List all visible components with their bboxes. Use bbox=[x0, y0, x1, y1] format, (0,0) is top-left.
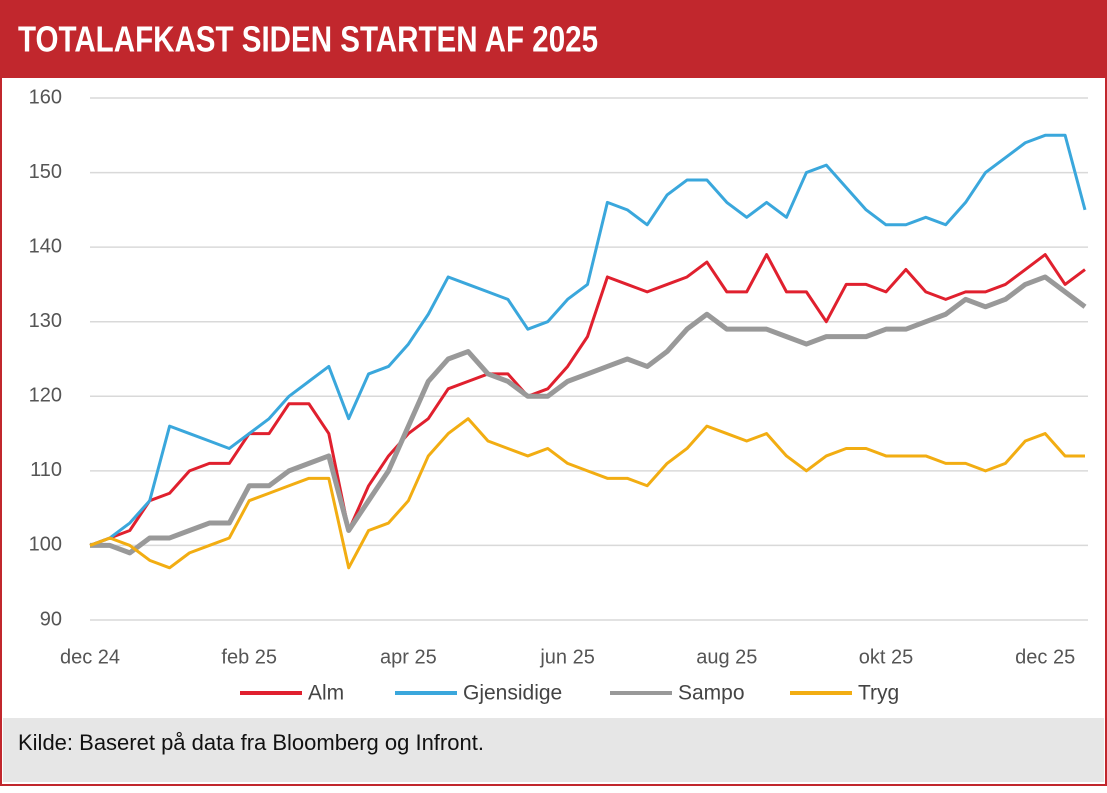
series-line bbox=[89, 253, 1086, 547]
x-tick-label: aug 25 bbox=[696, 646, 757, 668]
series-line bbox=[89, 417, 1085, 570]
x-tick-label: feb 25 bbox=[221, 646, 277, 668]
x-tick-label: okt 25 bbox=[859, 646, 913, 668]
x-tick-label: dec 24 bbox=[60, 646, 120, 668]
y-tick-label: 130 bbox=[29, 310, 62, 332]
series-line bbox=[90, 274, 1087, 556]
y-tick-label: 90 bbox=[40, 608, 62, 630]
chart-title: TOTALAFKAST SIDEN STARTEN AF 2025 bbox=[18, 19, 598, 60]
legend-label: Alm bbox=[308, 682, 344, 705]
y-tick-label: 150 bbox=[29, 161, 62, 183]
header-bar bbox=[1, 1, 1106, 78]
series-line bbox=[89, 133, 1087, 547]
y-tick-label: 160 bbox=[29, 86, 62, 108]
x-tick-label: jun 25 bbox=[539, 646, 595, 668]
y-tick-label: 100 bbox=[29, 534, 62, 556]
legend-label: Sampo bbox=[678, 682, 745, 705]
legend-label: Tryg bbox=[858, 682, 899, 705]
y-tick-label: 140 bbox=[29, 235, 62, 257]
legend-label: Gjensidige bbox=[463, 682, 562, 705]
y-tick-label: 120 bbox=[29, 385, 62, 407]
footer-bar bbox=[3, 718, 1104, 782]
x-tick-label: apr 25 bbox=[380, 646, 437, 668]
source-note: Kilde: Baseret på data fra Bloomberg og … bbox=[18, 730, 484, 755]
x-tick-label: dec 25 bbox=[1015, 646, 1075, 668]
y-tick-label: 110 bbox=[30, 459, 62, 481]
